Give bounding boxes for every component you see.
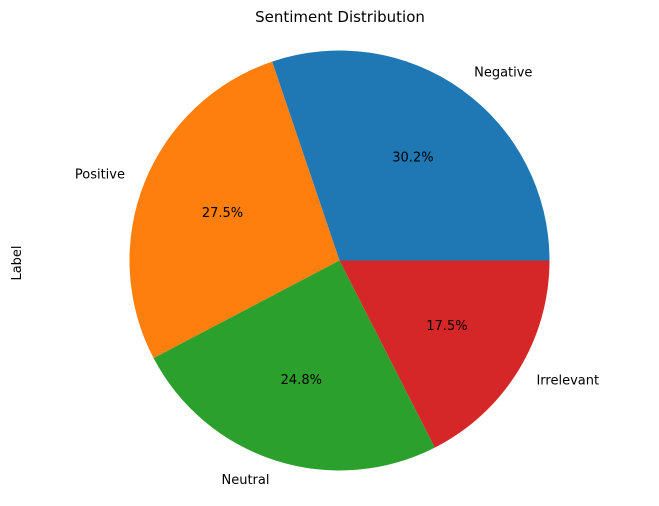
percentage-label-neutral: 24.8% <box>281 373 322 388</box>
category-labels: Negative Positive Neutral Irrelevant <box>75 65 599 488</box>
percentage-label-negative: 30.2% <box>392 151 433 166</box>
pie-slices <box>129 50 550 471</box>
percentage-labels: 30.2% 27.5% 24.8% 17.5% <box>202 151 468 388</box>
percentage-label-positive: 27.5% <box>202 206 243 221</box>
percentage-label-irrelevant: 17.5% <box>426 319 467 334</box>
category-label-positive: Positive <box>75 167 125 182</box>
pie-slice-neutral <box>153 260 435 471</box>
pie-slice-irrelevant <box>339 260 550 448</box>
chart-title: Sentiment Distribution <box>255 8 425 26</box>
pie-slice-positive <box>129 61 340 359</box>
category-label-negative: Negative <box>474 65 532 80</box>
y-axis-label: Label <box>10 245 25 280</box>
category-label-neutral: Neutral <box>222 473 270 488</box>
category-label-irrelevant: Irrelevant <box>536 374 599 389</box>
pie-slice-negative <box>272 50 550 261</box>
